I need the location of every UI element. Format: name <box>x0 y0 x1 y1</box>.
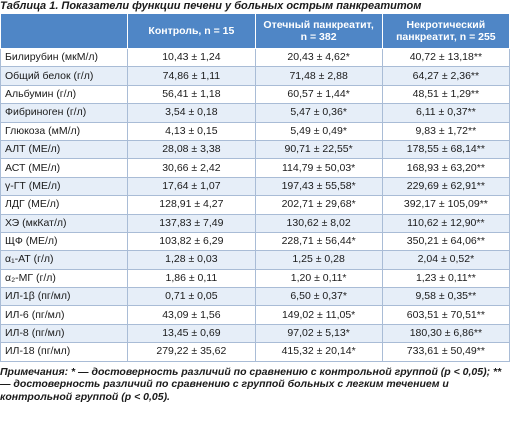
table-row: ЛДГ (МЕ/л) 128,91 ± 4,27 202,71 ± 29,68* 39… <box>0 195 510 215</box>
row-label: АСТ (МЕ/л) <box>0 158 129 178</box>
table-row: Альбумин (г/л) 56,41 ± 1,18 60,57 ± 1,44* 4… <box>0 84 510 105</box>
table-body: Билирубин (мкМ/л) 10,43 ± 1,24 20,43 ± 4,6… <box>0 47 510 362</box>
table-cell: 1,28 ± 0,03 <box>127 250 256 270</box>
row-label: α₁-АТ (г/л) <box>0 250 129 270</box>
row-label: ИЛ-8 (пг/мл) <box>0 323 129 344</box>
table-cell: 9,58 ± 0,35** <box>381 287 510 307</box>
row-label: Глюкоза (мМ/л) <box>0 121 129 141</box>
table-cell: 149,02 ± 11,05* <box>254 305 383 325</box>
table-row: α₂-МГ (г/л) 1,86 ± 0,11 1,20 ± 0,11* 1,23 ±… <box>0 268 510 289</box>
table-row: Общий белок (г/л) 74,86 ± 1,11 71,48 ± 2,8… <box>0 66 510 86</box>
table-cell: 180,30 ± 6,86** <box>381 323 510 344</box>
table-cell: 1,86 ± 0,11 <box>127 268 256 289</box>
table-cell: 64,27 ± 2,36** <box>381 66 510 86</box>
table-cell: 74,86 ± 1,11 <box>127 66 256 86</box>
row-label: Альбумин (г/л) <box>0 84 129 105</box>
row-label: α₂-МГ (г/л) <box>0 268 129 289</box>
table-cell: 71,48 ± 2,88 <box>254 66 383 86</box>
table-cell: 5,49 ± 0,49* <box>254 121 383 141</box>
table-cell: 40,72 ± 13,18** <box>381 47 510 68</box>
table-cell: 5,47 ± 0,36* <box>254 103 383 123</box>
table-cell: 114,79 ± 50,03* <box>254 158 383 178</box>
row-label: Фибриноген (г/л) <box>0 103 129 123</box>
table-cell: 229,69 ± 62,91** <box>381 176 510 197</box>
table-cell: 10,43 ± 1,24 <box>127 47 256 68</box>
row-label: ИЛ-18 (пг/мл) <box>0 342 129 362</box>
table-cell: 137,83 ± 7,49 <box>127 213 256 233</box>
row-label: Билирубин (мкМ/л) <box>0 47 129 68</box>
row-label: ХЭ (мкКат/л) <box>0 213 129 233</box>
table: Контроль, n = 15 Отечный панкреатит, n = … <box>0 13 510 362</box>
table-cell: 4,13 ± 0,15 <box>127 121 256 141</box>
row-label: Общий белок (г/л) <box>0 66 129 86</box>
table-row: ИЛ-8 (пг/мл) 13,45 ± 0,69 97,02 ± 5,13* 180… <box>0 323 510 344</box>
table-row: ХЭ (мкКат/л) 137,83 ± 7,49 130,62 ± 8,02 11… <box>0 213 510 233</box>
table-cell: 9,83 ± 1,72** <box>381 121 510 141</box>
header-cell: Контроль, n = 15 <box>127 13 256 49</box>
header-cell: Некротический панкреатит, n = 255 <box>381 13 510 49</box>
table-cell: 13,45 ± 0,69 <box>127 323 256 344</box>
table-row: Глюкоза (мМ/л) 4,13 ± 0,15 5,49 ± 0,49* 9,8… <box>0 121 510 141</box>
table-row: γ-ГТ (МЕ/л) 17,64 ± 1,07 197,43 ± 55,58* 22… <box>0 176 510 197</box>
footnote: Примечания: * — достоверность различий п… <box>0 365 502 403</box>
header-row: Контроль, n = 15 Отечный панкреатит, n = … <box>0 13 510 49</box>
table-cell: 1,25 ± 0,28 <box>254 250 383 270</box>
table-cell: 2,04 ± 0,52* <box>381 250 510 270</box>
table-cell: 128,91 ± 4,27 <box>127 195 256 215</box>
row-label: ИЛ-1β (пг/мл) <box>0 287 129 307</box>
table-cell: 97,02 ± 5,13* <box>254 323 383 344</box>
table-row: АСТ (МЕ/л) 30,66 ± 2,42 114,79 ± 50,03* 168… <box>0 158 510 178</box>
table-row: Билирубин (мкМ/л) 10,43 ± 1,24 20,43 ± 4,6… <box>0 47 510 68</box>
header-cell <box>0 13 129 49</box>
table-row: ИЛ-6 (пг/мл) 43,09 ± 1,56 149,02 ± 11,05* 6… <box>0 305 510 325</box>
table-cell: 6,50 ± 0,37* <box>254 287 383 307</box>
table-cell: 3,54 ± 0,18 <box>127 103 256 123</box>
table-row: АЛТ (МЕ/л) 28,08 ± 3,38 90,71 ± 22,55* 178,… <box>0 139 510 160</box>
row-label: γ-ГТ (МЕ/л) <box>0 176 129 197</box>
table-row: ИЛ-18 (пг/мл) 279,22 ± 35,62 415,32 ± 20,1… <box>0 342 510 362</box>
table-cell: 279,22 ± 35,62 <box>127 342 256 362</box>
table-cell: 733,61 ± 50,49** <box>381 342 510 362</box>
table-cell: 130,62 ± 8,02 <box>254 213 383 233</box>
table-cell: 28,08 ± 3,38 <box>127 139 256 160</box>
table-cell: 1,23 ± 0,11** <box>381 268 510 289</box>
table-cell: 178,55 ± 68,14** <box>381 139 510 160</box>
table-row: ИЛ-1β (пг/мл) 0,71 ± 0,05 6,50 ± 0,37* 9,58… <box>0 287 510 307</box>
table-cell: 603,51 ± 70,51** <box>381 305 510 325</box>
table-cell: 48,51 ± 1,29** <box>381 84 510 105</box>
table-cell: 0,71 ± 0,05 <box>127 287 256 307</box>
table-cell: 6,11 ± 0,37** <box>381 103 510 123</box>
table-cell: 110,62 ± 12,90** <box>381 213 510 233</box>
table-cell: 17,64 ± 1,07 <box>127 176 256 197</box>
table-cell: 30,66 ± 2,42 <box>127 158 256 178</box>
table-row: Фибриноген (г/л) 3,54 ± 0,18 5,47 ± 0,36* 6… <box>0 103 510 123</box>
table-cell: 43,09 ± 1,56 <box>127 305 256 325</box>
table-cell: 103,82 ± 6,29 <box>127 231 256 252</box>
table-cell: 197,43 ± 55,58* <box>254 176 383 197</box>
table-cell: 228,71 ± 56,44* <box>254 231 383 252</box>
table-cell: 56,41 ± 1,18 <box>127 84 256 105</box>
row-label: АЛТ (МЕ/л) <box>0 139 129 160</box>
table-cell: 350,21 ± 64,06** <box>381 231 510 252</box>
row-label: ИЛ-6 (пг/мл) <box>0 305 129 325</box>
row-label: ЩФ (МЕ/л) <box>0 231 129 252</box>
table-title: Таблица 1. Показатели функции печени у б… <box>0 0 422 12</box>
table-cell: 60,57 ± 1,44* <box>254 84 383 105</box>
table-cell: 90,71 ± 22,55* <box>254 139 383 160</box>
table-row: ЩФ (МЕ/л) 103,82 ± 6,29 228,71 ± 56,44* 350… <box>0 231 510 252</box>
table-row: α₁-АТ (г/л) 1,28 ± 0,03 1,25 ± 0,28 2,04 ± … <box>0 250 510 270</box>
table-cell: 202,71 ± 29,68* <box>254 195 383 215</box>
table-cell: 415,32 ± 20,14* <box>254 342 383 362</box>
table-cell: 1,20 ± 0,11* <box>254 268 383 289</box>
table-cell: 392,17 ± 105,09** <box>381 195 510 215</box>
table-cell: 168,93 ± 63,20** <box>381 158 510 178</box>
table-cell: 20,43 ± 4,62* <box>254 47 383 68</box>
row-label: ЛДГ (МЕ/л) <box>0 195 129 215</box>
header-cell: Отечный панкреатит, n = 382 <box>254 13 383 49</box>
